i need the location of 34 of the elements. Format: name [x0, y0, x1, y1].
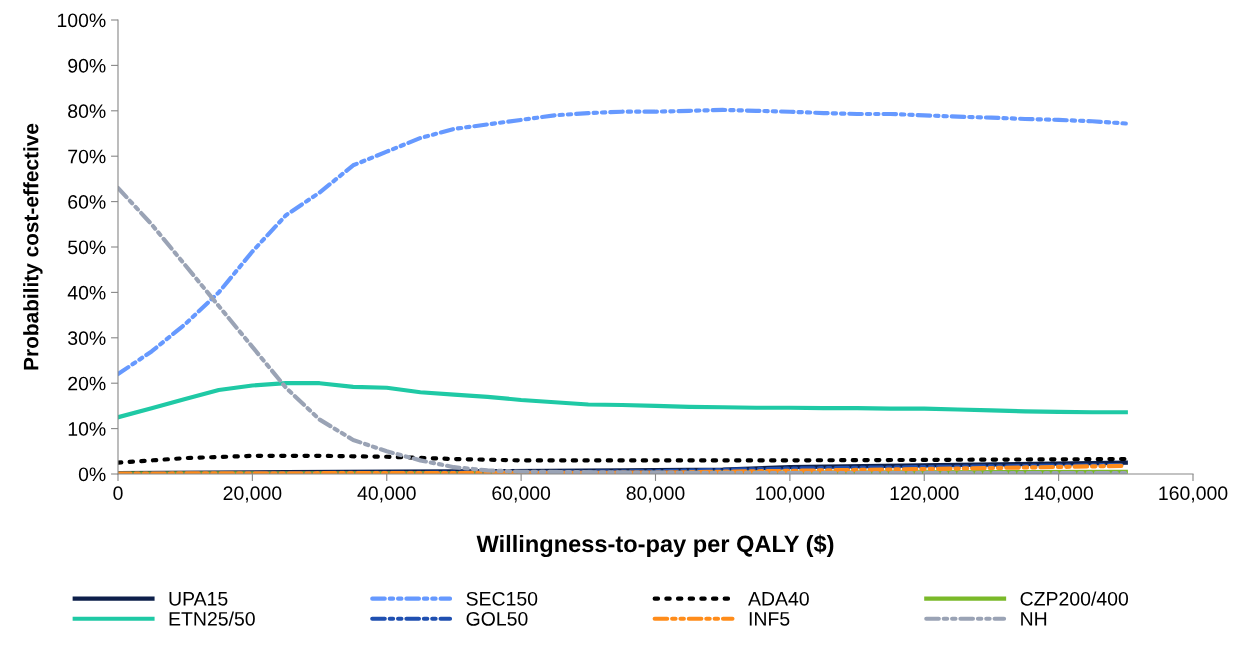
y-tick-label: 50% [68, 240, 106, 255]
y-tick-label: 10% [68, 422, 106, 436]
y-tick-label: 70% [68, 149, 106, 164]
x-tick-label: 100,000 [756, 486, 825, 503]
y-tick-label: 20% [68, 376, 106, 391]
line-series [118, 453, 1128, 465]
legend-label: CZP200/400 [1020, 591, 1129, 606]
y-tick-label: 100% [57, 13, 106, 28]
y-tick-label: 30% [68, 331, 106, 346]
x-tick-label: 60,000 [492, 486, 551, 503]
legend-label: SEC150 [466, 591, 538, 606]
x-tick-label: 140,000 [1024, 486, 1094, 503]
y-tick-label: 40% [67, 285, 106, 300]
x-tick-label: 40,000 [357, 486, 416, 503]
legend-label: INF5 [749, 612, 790, 626]
x-tick-label: 20,000 [223, 486, 282, 503]
y-tick-label: 60% [68, 195, 106, 209]
x-tick-label: 80,000 [626, 486, 685, 503]
x-tick-label: 120,000 [890, 486, 959, 503]
legend-label: NH [1021, 612, 1047, 626]
x-tick-label: 160,000 [1159, 486, 1228, 503]
y-tick-label: 90% [68, 58, 106, 73]
x-axis-title: Willingness-to-pay per QALY ($) [476, 534, 834, 558]
line-series [118, 185, 1128, 474]
legend-label: ADA40 [748, 591, 809, 606]
legend-label: GOL50 [466, 611, 528, 626]
y-tick-label: 0% [78, 467, 106, 482]
y-tick-label: 80% [68, 104, 106, 119]
legend-label: ETN25/50 [169, 611, 255, 626]
x-tick-label: 0 [113, 486, 123, 501]
legend-label: UPA15 [169, 592, 228, 606]
line-series [118, 381, 1128, 420]
line-series [118, 107, 1128, 377]
y-axis-title: Probability cost-effective [23, 123, 43, 370]
